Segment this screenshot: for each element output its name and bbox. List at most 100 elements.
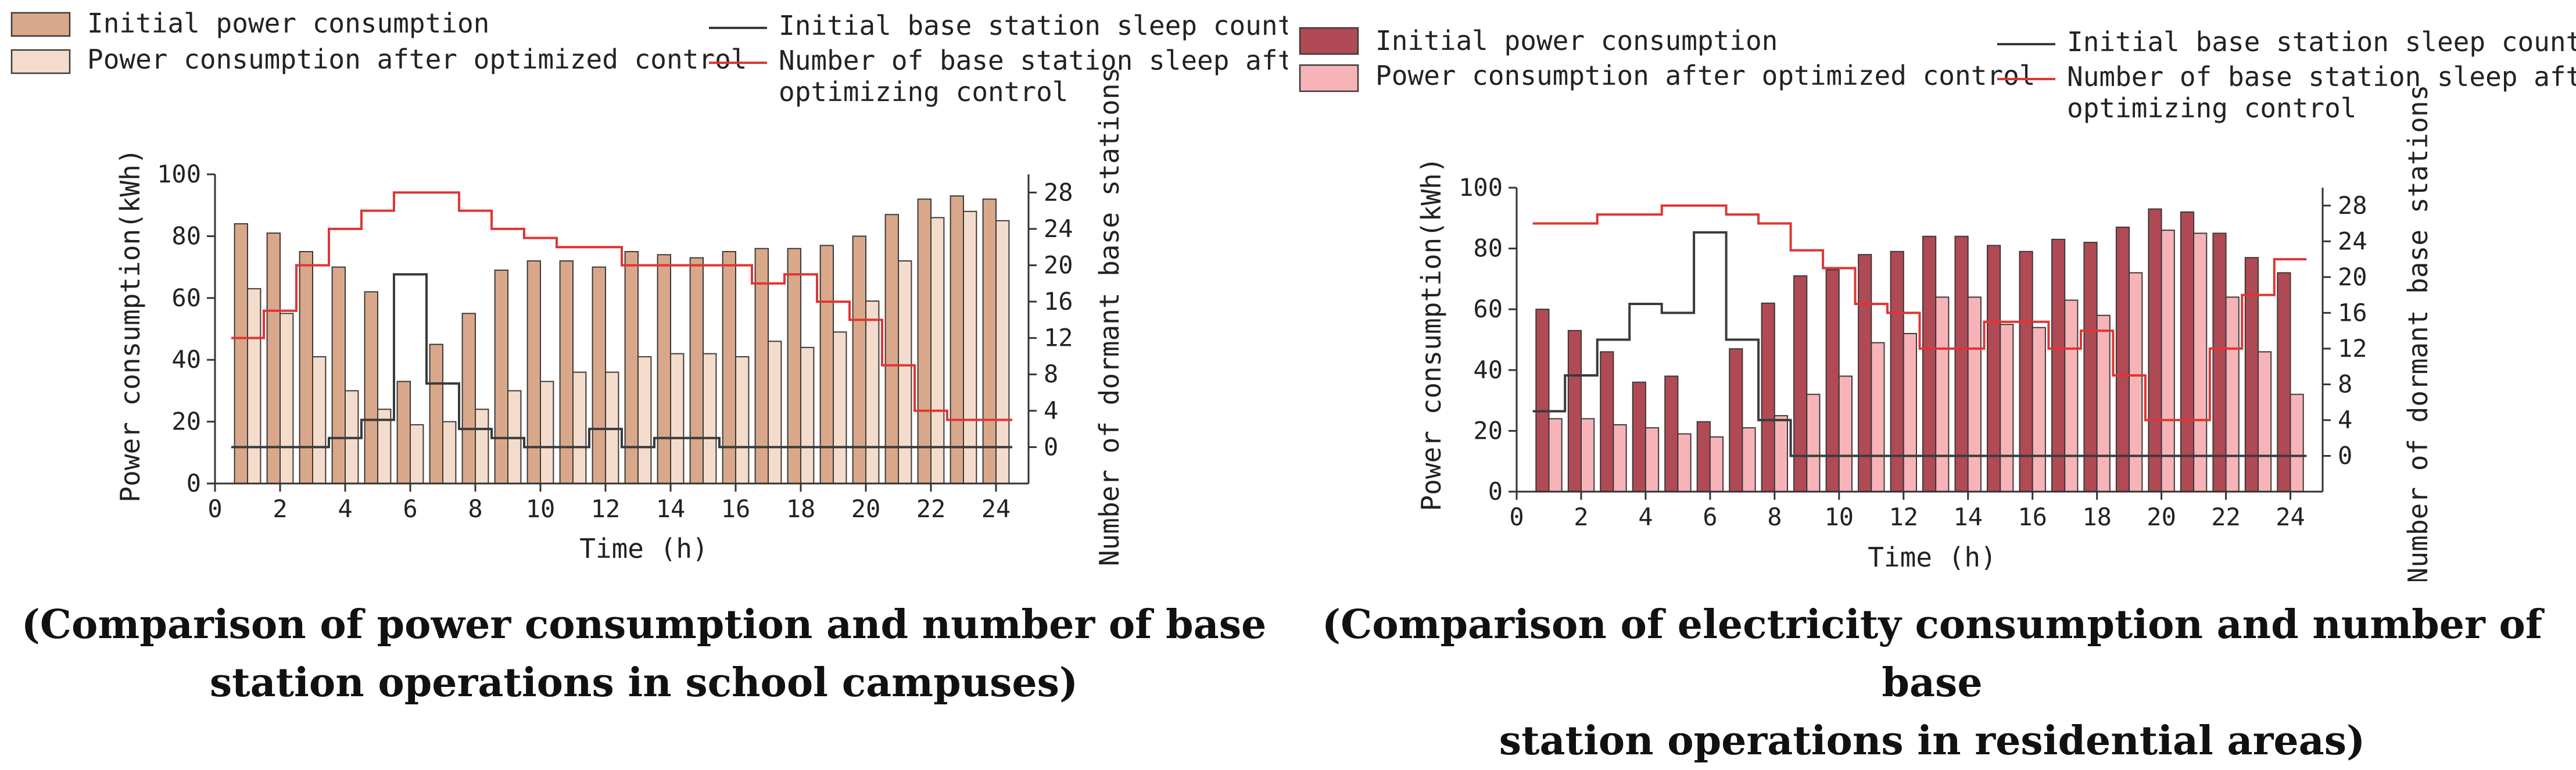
bar-optimized-power <box>247 288 261 484</box>
bar-initial-power <box>1954 235 1969 492</box>
bar-optimized-power <box>1548 418 1563 492</box>
bar-optimized-power <box>2000 324 2014 492</box>
bar-initial-power <box>2180 211 2195 492</box>
bar-optimized-power <box>1709 436 1724 493</box>
y2-tick-label: 4 <box>1044 396 1058 425</box>
bar-initial-power <box>592 266 606 484</box>
bar-optimized-power <box>2193 232 2208 492</box>
bar-initial-power <box>1600 351 1614 493</box>
y2-tick-label: 16 <box>2338 298 2367 327</box>
bar-optimized-power <box>1806 393 1821 492</box>
x-tick-label: 8 <box>468 495 482 523</box>
y2-tick-label: 0 <box>1044 432 1058 461</box>
y-tick-label: 60 <box>171 284 201 312</box>
legend-label-optimized-sleep-2: optimizing control <box>779 76 1069 108</box>
bar-optimized-power <box>410 424 424 485</box>
y2-tick-label: 16 <box>1044 287 1073 316</box>
bar-optimized-power <box>1774 415 1788 493</box>
figure-caption: (Comparison of power consumption and num… <box>0 596 1288 712</box>
x-tick-label: 14 <box>656 495 686 523</box>
bar-optimized-power <box>1645 427 1660 493</box>
y2-tick-label: 28 <box>1044 178 1073 206</box>
x-tick-label: 18 <box>786 495 816 523</box>
x-axis-title: Time (h) <box>579 533 708 564</box>
bar-initial-power <box>494 269 508 484</box>
bar-initial-power <box>1987 245 2001 492</box>
legend-swatch-optimized-power <box>1299 64 1359 92</box>
y-tick-label: 80 <box>171 221 201 250</box>
y2-axis-title: Number of dormant base stations <box>2402 85 2434 581</box>
x-tick-label: 20 <box>2147 503 2176 531</box>
bar-initial-power <box>396 381 411 485</box>
caption-line-2: station operations in residential areas) <box>1499 718 2366 764</box>
x-tick-label: 10 <box>1825 503 1854 531</box>
bar-optimized-power <box>2032 327 2046 492</box>
x-tick-label: 20 <box>851 495 881 523</box>
legend-label-initial-sleep: Initial base station sleep count <box>2067 26 2576 58</box>
x-tick-label: 4 <box>338 495 352 523</box>
x-tick-label: 14 <box>1953 503 1983 531</box>
x-tick-label: 12 <box>1889 503 1918 531</box>
bar-optimized-power <box>2290 393 2304 492</box>
y-tick-label: 40 <box>171 345 201 374</box>
x-tick-label: 0 <box>1509 503 1524 531</box>
plot-area: 0 2 4 6 8 10 12 14 16 18 20 22 240204060801000481216… <box>157 160 1073 523</box>
bar-initial-power <box>2051 238 2066 492</box>
x-tick-label: 22 <box>2211 503 2241 531</box>
bar-initial-power <box>624 251 639 484</box>
y-tick-label: 60 <box>1473 295 1503 323</box>
x-tick-label: 2 <box>1574 503 1588 531</box>
bar-initial-power <box>2212 232 2227 492</box>
bar-initial-power <box>429 343 443 484</box>
x-tick-label: 10 <box>526 495 556 523</box>
bar-initial-power <box>950 195 964 484</box>
bar-optimized-power <box>1935 296 1950 492</box>
bar-optimized-power <box>1613 424 1627 493</box>
plot-area: 0 2 4 6 8 10 12 14 16 18 20 22 240204060801000481216… <box>1459 173 2367 531</box>
x-tick-label: 6 <box>403 495 417 523</box>
y-tick-label: 100 <box>157 160 201 188</box>
bar-initial-power <box>722 251 736 484</box>
bar-initial-power <box>884 214 899 484</box>
x-tick-label: 22 <box>916 495 946 523</box>
legend-label-initial-power: Initial power consumption <box>87 8 489 39</box>
x-tick-label: 4 <box>1638 503 1653 531</box>
residential-area-chart: Initial power consumption Power consumpt… <box>1299 25 2576 581</box>
y2-tick-label: 12 <box>2338 334 2367 363</box>
bar-optimized-power <box>995 220 1010 484</box>
bar-optimized-power <box>1967 296 1982 492</box>
bar-optimized-power <box>963 210 977 484</box>
caption-line-1: (Comparison of power consumption and num… <box>21 601 1267 648</box>
bar-optimized-power <box>312 356 327 485</box>
legend-label-optimized-sleep-1: Number of base station sleep after <box>779 45 1288 76</box>
bar-optimized-power <box>540 381 554 485</box>
bar-initial-power <box>331 266 346 484</box>
bar-initial-power <box>461 313 476 485</box>
bar-initial-power <box>364 291 378 484</box>
bar-optimized-power <box>2129 272 2143 492</box>
bar-initial-power <box>526 260 541 484</box>
bar-optimized-power <box>280 313 294 485</box>
x-tick-label: 18 <box>2082 503 2112 531</box>
bar-optimized-power <box>768 341 782 484</box>
bar-initial-power <box>1825 269 1840 492</box>
y2-tick-label: 8 <box>2338 370 2352 398</box>
x-tick-label: 24 <box>981 495 1011 523</box>
y2-tick-label: 8 <box>1044 360 1058 388</box>
legend: Initial power consumption Power consumpt… <box>10 8 1288 108</box>
bar-initial-power <box>1535 309 1550 492</box>
bar-initial-power <box>657 254 671 484</box>
legend-swatch-initial-power <box>1299 27 1359 55</box>
bar-initial-power <box>917 198 931 484</box>
legend-swatch-initial-power <box>10 12 71 37</box>
bar-optimized-power <box>735 356 750 485</box>
bar-optimized-power <box>475 409 489 484</box>
bar-optimized-power <box>1581 418 1595 492</box>
y2-tick-label: 24 <box>2338 227 2367 255</box>
y2-tick-label: 20 <box>2338 263 2367 291</box>
legend: Initial power consumption Power consumpt… <box>1299 25 2576 124</box>
bar-optimized-power <box>2064 299 2079 492</box>
y-tick-label: 0 <box>187 469 201 497</box>
y-tick-label: 80 <box>1473 234 1503 263</box>
x-axis-title: Time (h) <box>1868 542 1997 573</box>
